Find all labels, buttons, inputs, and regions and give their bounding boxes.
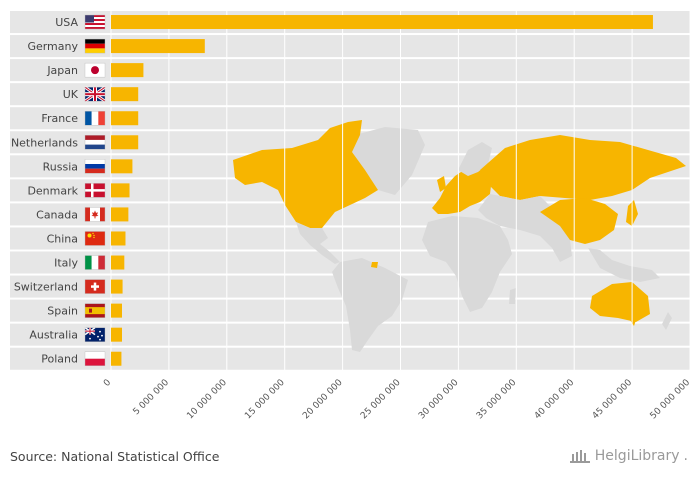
- row-background: [10, 323, 690, 346]
- bar: [111, 183, 130, 198]
- world-map-image: [233, 120, 686, 352]
- x-axis-ticks: 0 5 000 000 10 000 000 15 000 000 20 000 000…: [102, 378, 692, 422]
- category-label: France: [41, 112, 78, 125]
- row-background: [10, 59, 690, 82]
- bar: [111, 207, 129, 222]
- bar: [111, 159, 133, 174]
- australia-flag-icon: [84, 327, 106, 342]
- x-tick-label: 5 000 000: [132, 378, 172, 418]
- category-label: Australia: [29, 329, 78, 342]
- x-tick-label: 50 000 000: [649, 378, 693, 422]
- category-label: Japan: [46, 64, 78, 77]
- x-tick-label: 40 000 000: [533, 378, 577, 422]
- italy-flag-icon: [84, 255, 106, 270]
- bar: [111, 39, 205, 54]
- category-labels: USA Germany Japan UK France Netherlands Russia…: [11, 16, 79, 366]
- category-label: Switzerland: [14, 281, 78, 294]
- library-building-icon: [569, 450, 590, 463]
- category-label: Italy: [54, 257, 78, 270]
- japan-flag-icon: [84, 62, 106, 78]
- row-background: [10, 227, 690, 250]
- denmark-flag-icon: [84, 183, 106, 198]
- bar: [111, 303, 123, 318]
- category-label: Denmark: [27, 184, 78, 197]
- bar: [111, 135, 139, 150]
- category-label: USA: [55, 16, 78, 29]
- germany-flag-icon: [84, 38, 106, 54]
- category-label: Germany: [27, 40, 78, 53]
- bar: [111, 255, 125, 270]
- x-tick-label: 15 000 000: [243, 378, 287, 422]
- category-label: Canada: [36, 208, 78, 221]
- bar: [111, 111, 139, 126]
- switzerland-flag-icon: [84, 279, 106, 294]
- x-tick-label: 20 000 000: [301, 378, 345, 422]
- russia-flag-icon: [84, 159, 106, 174]
- netherlands-flag-icon: [84, 135, 106, 150]
- bar-chart: USA Germany Japan UK France Netherlands Russia…: [10, 10, 692, 422]
- us-flag-icon: [84, 14, 106, 30]
- poland-flag-icon: [84, 351, 106, 366]
- x-tick-label: 0: [102, 378, 113, 389]
- row-background: [10, 83, 690, 106]
- bar: [111, 351, 122, 366]
- china-flag-icon: [84, 231, 106, 246]
- brand-name: HelgiLibrary: [594, 448, 680, 464]
- x-tick-label: 45 000 000: [591, 378, 635, 422]
- category-label: UK: [63, 88, 79, 101]
- france-flag-icon: [84, 111, 106, 126]
- category-label: Netherlands: [11, 136, 78, 149]
- bar: [111, 63, 144, 78]
- category-label: Poland: [41, 353, 78, 366]
- source-note: Source: National Statistical Office: [10, 449, 220, 464]
- flags: [84, 14, 106, 366]
- bar: [111, 231, 126, 246]
- category-label: Russia: [43, 160, 78, 173]
- x-tick-label: 25 000 000: [359, 378, 403, 422]
- bar: [111, 87, 139, 102]
- bar: [111, 327, 123, 342]
- category-label: China: [47, 232, 78, 245]
- bar: [111, 279, 123, 294]
- brand-suffix: .: [683, 448, 688, 464]
- x-tick-label: 10 000 000: [185, 378, 229, 422]
- x-tick-label: 30 000 000: [417, 378, 461, 422]
- category-label: Spain: [47, 305, 78, 318]
- row-background: [10, 107, 690, 130]
- bar: [111, 15, 653, 30]
- helgilibrary-logo[interactable]: HelgiLibrary.: [569, 448, 688, 464]
- row-background: [10, 347, 690, 370]
- spain-flag-icon: [84, 303, 106, 318]
- canada-flag-icon: [84, 207, 106, 222]
- uk-flag-icon: [84, 85, 106, 103]
- x-tick-label: 35 000 000: [475, 378, 519, 422]
- bars: [111, 15, 653, 366]
